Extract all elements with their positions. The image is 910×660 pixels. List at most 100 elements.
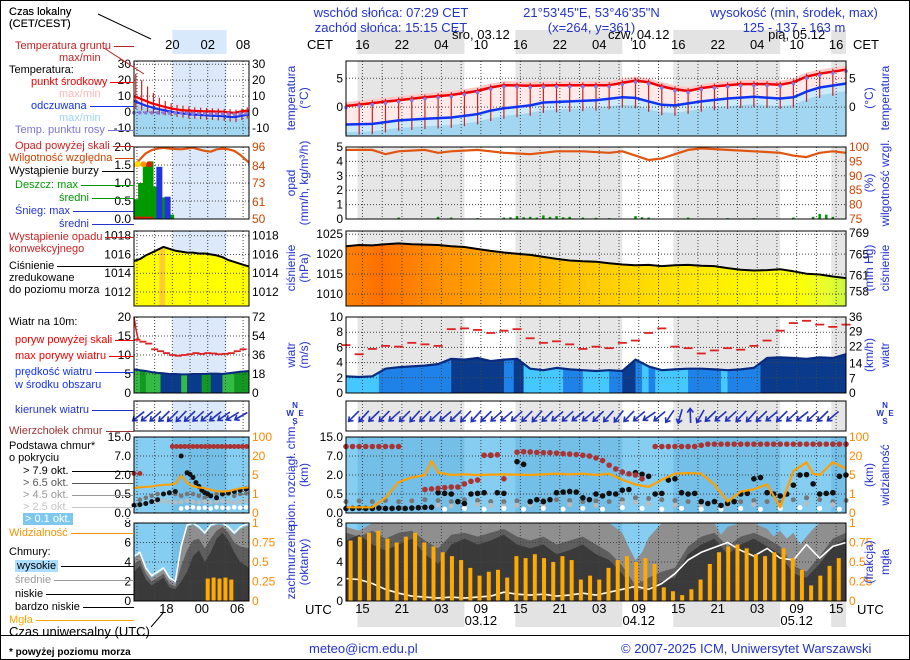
svg-text:16: 16	[671, 37, 685, 52]
svg-text:22: 22	[710, 37, 724, 52]
legend-kierunek-wiatru: kierunek wiatru	[15, 404, 134, 416]
svg-text:pią, 05.12: pią, 05.12	[768, 27, 825, 42]
axis-unit-left-opad: (mm/h, kg/m³/h)	[297, 140, 311, 226]
svg-text:0: 0	[252, 386, 259, 400]
svg-text:0.0: 0.0	[326, 506, 343, 520]
svg-text:5: 5	[849, 468, 856, 482]
svg-text:czw, 04.12: czw, 04.12	[608, 27, 669, 42]
legend-wierzcho-ek-chmur: Wierzchołek chmur	[9, 425, 134, 437]
legend-chmury: Chmury:	[9, 546, 51, 558]
svg-text:20: 20	[849, 449, 863, 463]
svg-text:14: 14	[849, 356, 863, 370]
svg-text:36: 36	[849, 310, 863, 324]
axis-unit-right-wiatr: (km/h)	[862, 338, 876, 372]
svg-text:2.0: 2.0	[326, 468, 343, 482]
svg-text:6: 6	[336, 340, 343, 354]
legend-2-5-okt: > 2.5 okt.	[23, 501, 134, 513]
svg-text:1012: 1012	[104, 285, 131, 299]
legend-max-porywy-wiatru: max porywy wiatru	[15, 350, 134, 362]
svg-text:18: 18	[252, 367, 266, 381]
svg-text:03.12: 03.12	[465, 613, 498, 628]
legend-wystapienie-burzy: Wystąpienie burzy	[9, 165, 134, 177]
svg-text:21: 21	[553, 601, 567, 616]
svg-text:2.0: 2.0	[114, 468, 131, 482]
svg-text:1: 1	[849, 487, 856, 501]
svg-text:5: 5	[849, 71, 856, 85]
legend-poryw-powyzej-skali: poryw powyżej skali	[15, 334, 134, 346]
svg-text:15.0: 15.0	[108, 430, 132, 444]
svg-text:20: 20	[165, 37, 179, 52]
svg-text:7.0: 7.0	[326, 449, 343, 463]
legend-do-poziomu-morza: do poziomu morza	[9, 284, 100, 296]
legend-bardzo-niskie: bardzo niskie	[15, 601, 134, 613]
axis-unit-left-temperatura: (°C)	[297, 87, 311, 109]
contact-email-link[interactable]: meteo@icm.edu.pl	[309, 641, 418, 656]
legend-konwekcyjnego: konwekcyjnego	[9, 243, 85, 255]
svg-text:80: 80	[849, 198, 863, 212]
svg-text:84: 84	[252, 159, 266, 173]
svg-text:1014: 1014	[252, 266, 279, 280]
svg-text:1: 1	[849, 516, 856, 530]
svg-text:1: 1	[252, 487, 259, 501]
svg-text:śro, 03.12: śro, 03.12	[452, 27, 510, 42]
legend-niskie: niskie	[15, 588, 134, 600]
svg-text:09: 09	[474, 601, 488, 616]
svg-text:20: 20	[118, 310, 132, 324]
local-time-sub: (CET/CEST)	[9, 18, 71, 30]
axis-label-right-wilgotnosc-wzgl: wilgotność wzgl.	[878, 139, 892, 227]
svg-text:18: 18	[159, 601, 173, 616]
copyright-text: © 2007-2025 ICM, Uniwersytet Warszawski	[621, 641, 872, 656]
coords-text: 21°53'45"E, 53°46'35"N	[523, 5, 660, 20]
svg-text:03: 03	[592, 601, 606, 616]
axis-unit-right-cisnienie: (mm Hg)	[862, 244, 876, 292]
svg-text:0.5: 0.5	[326, 487, 343, 501]
svg-text:5: 5	[336, 71, 343, 85]
legend-temperatura-gruntu: Temperatura gruntu	[15, 40, 134, 52]
footer-divider	[1, 635, 909, 636]
legend-odczuwana: odczuwana	[31, 100, 134, 112]
svg-text:00: 00	[195, 601, 209, 616]
svg-text:100: 100	[252, 430, 272, 444]
svg-text:72: 72	[252, 310, 266, 324]
legend-temp-punktu-rosy: Temp. punktu rosy	[15, 124, 134, 136]
svg-text:0.5: 0.5	[252, 555, 269, 569]
svg-text:0.25: 0.25	[252, 575, 276, 589]
axis-label-right-temperatura: temperatura	[878, 65, 892, 131]
grid-point-text: (x=264, y=361)	[547, 20, 636, 35]
svg-text:100: 100	[849, 430, 869, 444]
svg-text:6: 6	[336, 536, 343, 550]
svg-text:21: 21	[395, 601, 409, 616]
axis-unit-left-cisnienie: (hPa)	[297, 253, 311, 283]
panel-cover-mini: 0 2 4 6 8 0 0.25 0.5 0.75 1	[124, 516, 275, 608]
cet-label-right: CET	[853, 37, 879, 52]
axis-unit-right-mg-a: (frakcja)	[862, 540, 876, 584]
svg-text:04.12: 04.12	[622, 613, 655, 628]
svg-text:0: 0	[849, 594, 856, 608]
svg-text:761: 761	[849, 269, 869, 283]
svg-text:54: 54	[252, 329, 266, 343]
legend-max-min: max/min	[59, 88, 101, 100]
axis-strips-mini: 20 02 08 18 00 06	[159, 30, 250, 616]
legend-widzialnosc: Widzialność	[9, 527, 134, 539]
svg-text:0.0: 0.0	[114, 212, 131, 226]
svg-text:2.0: 2.0	[114, 140, 131, 154]
svg-text:0: 0	[336, 212, 343, 226]
svg-text:75: 75	[849, 212, 863, 226]
svg-text:10: 10	[632, 37, 646, 52]
altitude-label: wysokość (min, środek, max)	[710, 5, 878, 20]
svg-text:15.0: 15.0	[320, 430, 344, 444]
legend-temperatura: Temperatura:	[9, 64, 74, 76]
legend-4-5-okt: > 4.5 okt.	[23, 489, 134, 501]
svg-text:96: 96	[252, 140, 266, 154]
axis-unit-right-temperatura: (°C)	[862, 87, 876, 109]
svg-text:03: 03	[750, 601, 764, 616]
axis-label-left-cisnienie: ciśnienie	[284, 244, 298, 292]
svg-text:1015: 1015	[316, 267, 343, 281]
legend-powyzej-poziomu-morza: * powyżej poziomu morza	[9, 647, 131, 658]
legend-o-pokryciu: o pokryciu	[9, 452, 60, 464]
legend-0-1-okt: > 0.1 okt.	[23, 513, 134, 525]
legend-opad-powyzej-skali: Opad powyżej skali	[15, 140, 134, 152]
svg-text:0: 0	[849, 506, 856, 520]
svg-text:1025: 1025	[316, 227, 343, 241]
svg-text:0.5: 0.5	[114, 487, 131, 501]
